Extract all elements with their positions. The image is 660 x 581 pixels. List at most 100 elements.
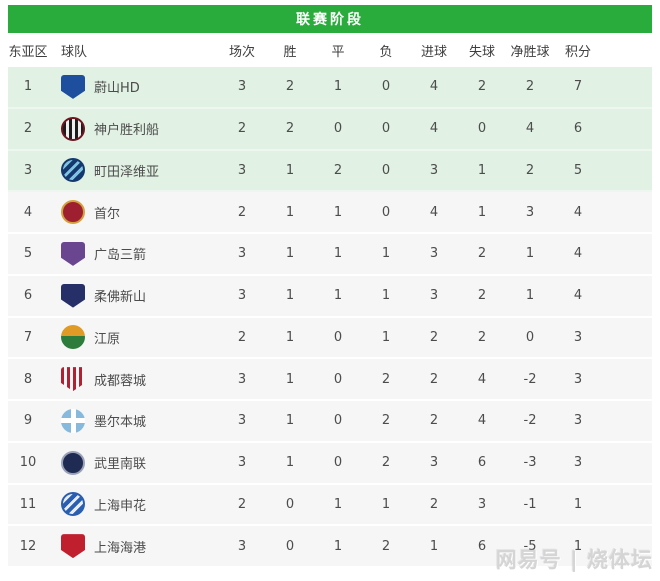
stat-cell: 3 bbox=[237, 162, 247, 178]
team-cell: 柔佛新山 bbox=[48, 283, 218, 308]
team-badge-icon bbox=[61, 450, 85, 475]
column-header: 场次 bbox=[228, 44, 255, 60]
team-cell: 江原 bbox=[48, 325, 218, 350]
stat-cell: 3 bbox=[237, 246, 247, 262]
stat-cell: 1 bbox=[285, 371, 295, 387]
stat-cell: 1 bbox=[285, 329, 295, 345]
stat-cell: 1 bbox=[285, 413, 295, 429]
team-name: 墨尔本城 bbox=[94, 415, 147, 431]
stat-cell: 2 bbox=[381, 538, 391, 554]
stat-cell: 2 bbox=[285, 121, 295, 137]
rank-cell: 12 bbox=[19, 538, 37, 554]
team-badge-icon bbox=[61, 492, 85, 517]
rank-cell: 9 bbox=[23, 413, 33, 429]
team-badge-icon bbox=[61, 367, 85, 392]
rank-cell: 5 bbox=[23, 246, 33, 262]
table-row: 1 蔚山HD 3 2 1 0 4 2 2 7 bbox=[8, 67, 652, 109]
stat-cell: 3 bbox=[573, 371, 583, 387]
stat-cell: 0 bbox=[333, 455, 343, 471]
stat-cell: 0 bbox=[285, 496, 295, 512]
stat-cell: 6 bbox=[573, 121, 583, 137]
stat-cell: 1 bbox=[333, 204, 343, 220]
stat-cell: 4 bbox=[573, 246, 583, 262]
rank-cell: 2 bbox=[23, 121, 33, 137]
stat-cell: 3 bbox=[237, 371, 247, 387]
standings-body: 1 蔚山HD 3 2 1 0 4 2 2 7 2 神户胜利船 2 2 0 0 4 0 4 6 3 町田泽维亚… bbox=[8, 67, 652, 568]
stat-cell: 2 bbox=[381, 455, 391, 471]
stat-cell: 1 bbox=[477, 204, 487, 220]
stat-cell: 4 bbox=[573, 288, 583, 304]
stat-cell: 7 bbox=[573, 79, 583, 95]
table-row: 5 广岛三箭 3 1 1 1 3 2 1 4 bbox=[8, 234, 652, 276]
stat-cell: 3 bbox=[573, 329, 583, 345]
stat-cell: 1 bbox=[285, 246, 295, 262]
stat-cell: 1 bbox=[477, 162, 487, 178]
rank-cell: 4 bbox=[23, 204, 33, 220]
stat-cell: 6 bbox=[477, 455, 487, 471]
table-row: 7 江原 2 1 0 1 2 2 0 3 bbox=[8, 317, 652, 360]
stat-cell: 1 bbox=[429, 538, 439, 554]
team-cell: 町田泽维亚 bbox=[48, 158, 218, 183]
stat-cell: 3 bbox=[237, 538, 247, 554]
stat-cell: 0 bbox=[381, 204, 391, 220]
stat-cell: 1 bbox=[525, 288, 535, 304]
stat-cell: 2 bbox=[477, 79, 487, 95]
stat-cell: -2 bbox=[523, 371, 537, 387]
team-badge-icon bbox=[61, 325, 85, 350]
stat-cell: 3 bbox=[429, 246, 439, 262]
table-row: 8 成都蓉城 3 1 0 2 2 4 -2 3 bbox=[8, 359, 652, 401]
rank-cell: 8 bbox=[23, 371, 33, 387]
stat-cell: 0 bbox=[285, 538, 295, 554]
stat-cell: 3 bbox=[429, 288, 439, 304]
stat-cell: 0 bbox=[381, 162, 391, 178]
stat-cell: 0 bbox=[333, 329, 343, 345]
team-cell: 神户胜利船 bbox=[48, 116, 218, 141]
stat-cell: 0 bbox=[333, 121, 343, 137]
stat-cell: 1 bbox=[285, 455, 295, 471]
stat-cell: 0 bbox=[333, 413, 343, 429]
stat-cell: 3 bbox=[237, 413, 247, 429]
team-name: 上海海港 bbox=[94, 540, 147, 556]
stage-title-bar: 联赛阶段 bbox=[8, 5, 652, 33]
stat-cell: 1 bbox=[381, 496, 391, 512]
team-name: 广岛三箭 bbox=[94, 248, 147, 264]
team-name: 蔚山HD bbox=[94, 81, 140, 97]
team-cell: 上海申花 bbox=[48, 492, 218, 517]
stat-cell: -3 bbox=[523, 455, 537, 471]
team-badge-icon bbox=[61, 241, 85, 266]
stat-cell: 1 bbox=[381, 246, 391, 262]
stat-cell: 4 bbox=[477, 413, 487, 429]
table-row: 11 上海申花 2 0 1 1 2 3 -1 1 bbox=[8, 484, 652, 527]
team-name: 江原 bbox=[94, 331, 121, 347]
team-cell: 墨尔本城 bbox=[48, 408, 218, 433]
stat-cell: 2 bbox=[429, 329, 439, 345]
stat-cell: 1 bbox=[333, 79, 343, 95]
team-badge-icon bbox=[61, 408, 85, 433]
stat-cell: 1 bbox=[285, 162, 295, 178]
stat-cell: 2 bbox=[477, 246, 487, 262]
column-header: 平 bbox=[331, 44, 345, 60]
stat-cell: 2 bbox=[333, 162, 343, 178]
stat-cell: 2 bbox=[285, 79, 295, 95]
rank-cell: 3 bbox=[23, 162, 33, 178]
team-badge-icon bbox=[61, 116, 85, 141]
team-cell: 首尔 bbox=[48, 200, 218, 225]
stat-cell: 3 bbox=[477, 496, 487, 512]
rank-cell: 6 bbox=[23, 288, 33, 304]
column-header: 胜 bbox=[283, 44, 297, 60]
stat-cell: 1 bbox=[333, 288, 343, 304]
rank-cell: 11 bbox=[19, 496, 37, 512]
team-name: 柔佛新山 bbox=[94, 290, 147, 306]
stat-cell: 2 bbox=[237, 204, 247, 220]
stat-cell: -2 bbox=[523, 413, 537, 429]
stat-cell: 2 bbox=[525, 162, 535, 178]
stat-cell: 1 bbox=[381, 329, 391, 345]
table-row: 6 柔佛新山 3 1 1 1 3 2 1 4 bbox=[8, 275, 652, 318]
stat-cell: 1 bbox=[573, 496, 583, 512]
stat-cell: 5 bbox=[573, 162, 583, 178]
stat-cell: 3 bbox=[237, 79, 247, 95]
stat-cell: 3 bbox=[573, 455, 583, 471]
stat-cell: 0 bbox=[381, 79, 391, 95]
stat-cell: 4 bbox=[525, 121, 535, 137]
stat-cell: -1 bbox=[523, 496, 537, 512]
